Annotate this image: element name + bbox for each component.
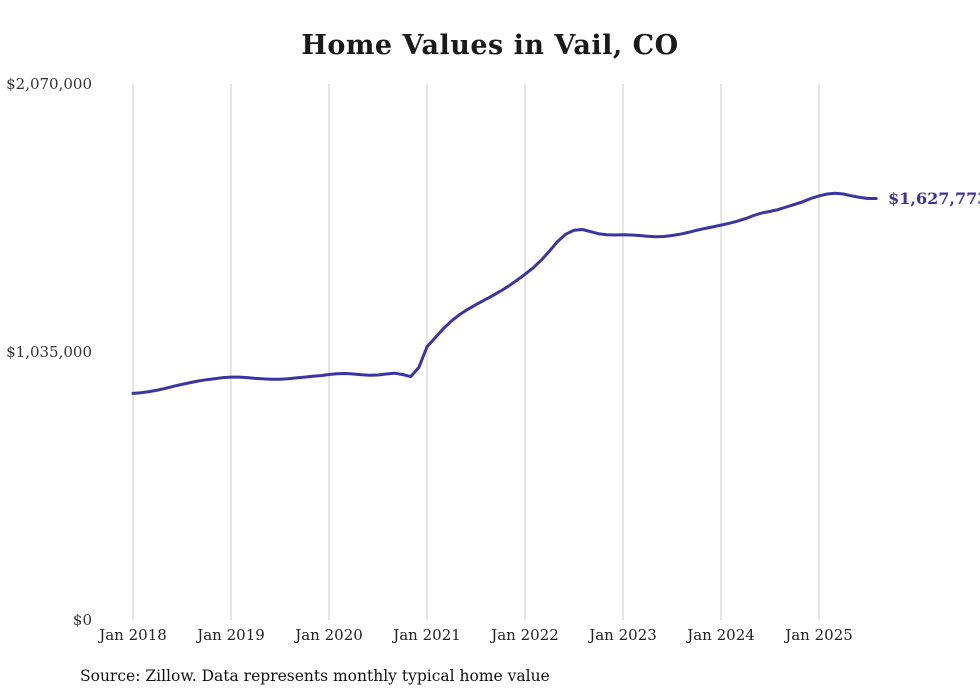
x-axis-tick-label: Jan 2025 [785, 626, 853, 644]
home-value-line [131, 191, 878, 395]
x-axis-tick-label: Jan 2024 [687, 626, 755, 644]
x-axis-tick-label: Jan 2020 [295, 626, 363, 644]
y-axis-tick-label: $2,070,000 [6, 75, 92, 93]
y-axis-tick-label: $1,035,000 [6, 343, 92, 361]
latest-value-label: $1,627,773 [888, 188, 980, 208]
y-axis-tick-label: $0 [72, 611, 92, 629]
x-axis-tick-label: Jan 2021 [393, 626, 461, 644]
x-axis-tick-label: Jan 2022 [491, 626, 559, 644]
x-axis-tick-label: Jan 2018 [99, 626, 167, 644]
chart-title: Home Values in Vail, CO [301, 30, 679, 61]
x-axis-tick-label: Jan 2019 [197, 626, 265, 644]
source-note: Source: Zillow. Data represents monthly … [80, 667, 550, 685]
x-axis-tick-label: Jan 2023 [589, 626, 657, 644]
